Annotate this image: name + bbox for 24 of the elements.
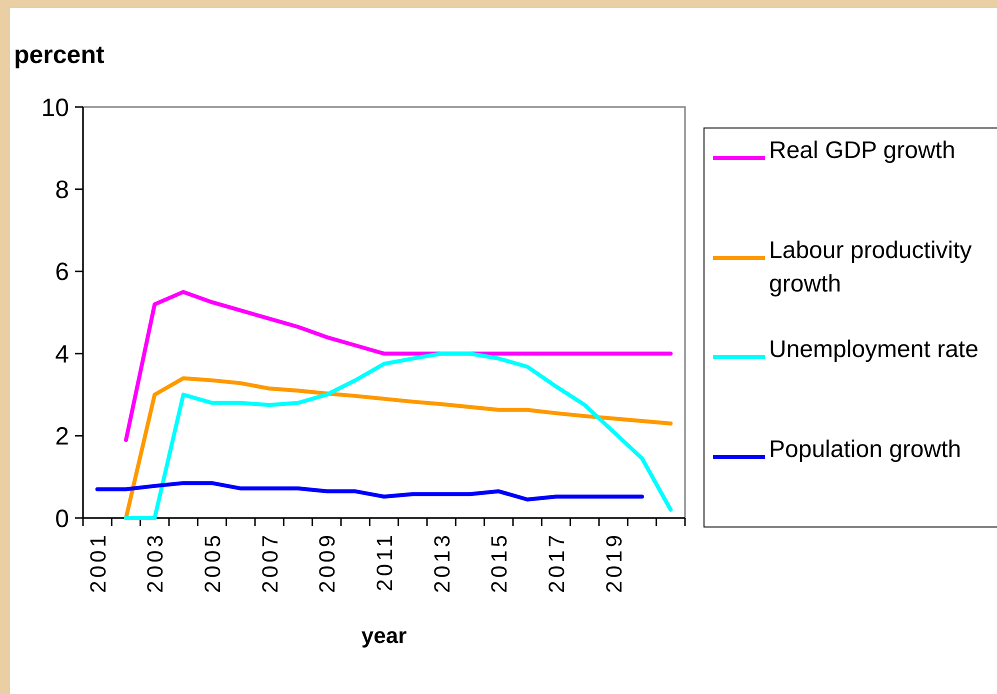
- legend-label: Population growth: [769, 436, 962, 463]
- x-axis-title: year: [361, 623, 408, 648]
- y-tick-label: 6: [55, 258, 69, 286]
- x-tick-label: 2017: [544, 532, 569, 593]
- legend-label: Labour productivity growth: [769, 237, 972, 298]
- x-tick-label: 2005: [200, 532, 225, 593]
- x-tick-label: 2009: [314, 532, 340, 593]
- legend-label: Unemployment rate: [769, 336, 978, 363]
- x-tick-label: 2003: [142, 532, 168, 593]
- x-tick-label: 2015: [486, 532, 512, 593]
- y-axis-title: percent: [14, 41, 105, 69]
- legend-label: Real GDP growth: [769, 137, 956, 164]
- y-tick-label: 0: [55, 504, 69, 533]
- x-tick-label: 2007: [257, 532, 282, 593]
- line-series: [124, 290, 673, 442]
- x-tick-label: 2013: [429, 532, 454, 593]
- y-tick-label: 8: [55, 176, 69, 204]
- x-tick-label: 2011: [372, 532, 397, 592]
- y-tick-label: 10: [41, 94, 69, 122]
- x-tick-label: 2001: [85, 532, 110, 593]
- y-tick-label: 4: [55, 340, 70, 368]
- y-tick-label: 2: [55, 422, 69, 451]
- x-tick-label: 2019: [601, 532, 626, 593]
- line-series: [95, 481, 644, 502]
